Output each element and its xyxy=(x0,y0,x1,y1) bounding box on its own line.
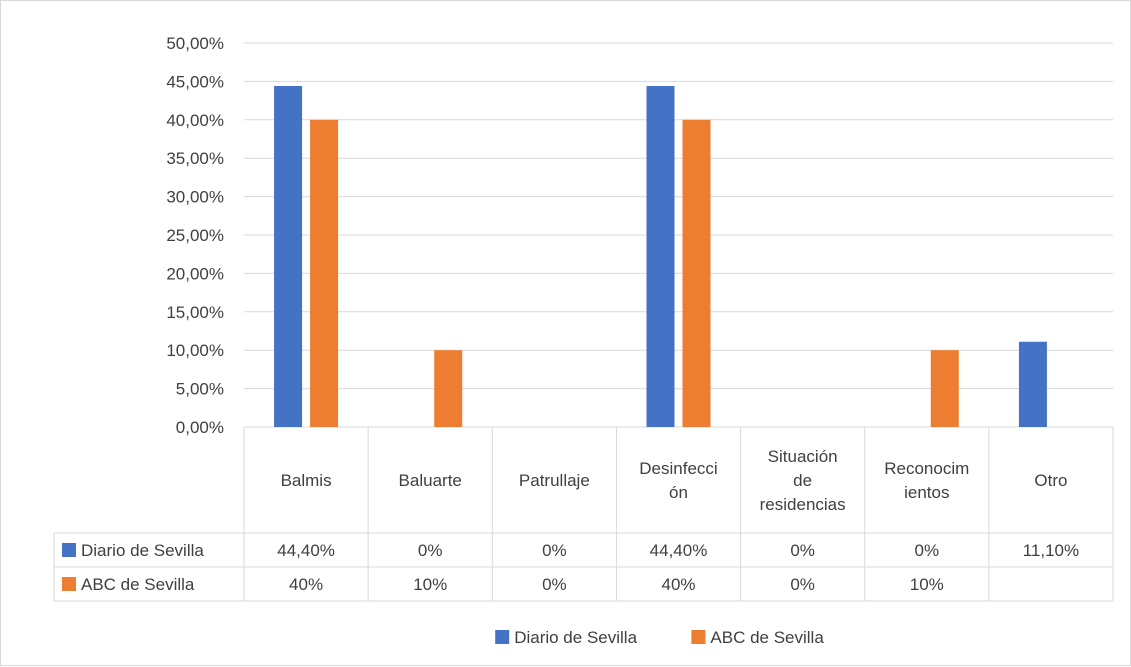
table-cell: 0% xyxy=(790,575,815,594)
table-cell: 0% xyxy=(542,575,567,594)
table-series-name: Diario de Sevilla xyxy=(81,541,204,560)
table-cell: 10% xyxy=(910,575,944,594)
x-category-label: Otro xyxy=(1034,471,1067,490)
bar xyxy=(930,350,959,427)
bar xyxy=(682,119,711,428)
table-cell: 0% xyxy=(542,541,567,560)
bar xyxy=(434,350,463,427)
table-legend-key xyxy=(62,543,76,557)
y-tick-label: 0,00% xyxy=(176,418,224,437)
bar xyxy=(274,86,303,428)
table-cell: 11,10% xyxy=(1023,541,1079,560)
y-tick-label: 15,00% xyxy=(166,303,224,322)
x-category-label: Reconocim xyxy=(884,459,969,478)
table-legend-key xyxy=(62,577,76,591)
x-category-label: de xyxy=(793,471,812,490)
table-cell: 10% xyxy=(413,575,447,594)
table-cell: 0% xyxy=(418,541,443,560)
legend-label: Diario de Sevilla xyxy=(514,628,637,647)
legend-key xyxy=(495,630,510,644)
x-category-label: ón xyxy=(669,483,688,502)
x-category-label: Patrullaje xyxy=(519,471,590,490)
table-series-name: ABC de Sevilla xyxy=(81,575,195,594)
y-tick-label: 50,00% xyxy=(166,34,224,53)
x-category-label: Situación xyxy=(768,447,838,466)
y-tick-label: 30,00% xyxy=(166,188,224,207)
y-tick-label: 35,00% xyxy=(166,149,224,168)
x-category-label: ientos xyxy=(904,483,949,502)
y-tick-label: 10,00% xyxy=(166,341,224,360)
table-cell: 0% xyxy=(790,541,815,560)
table-cell: 44,40% xyxy=(650,541,708,560)
y-tick-label: 25,00% xyxy=(166,226,224,245)
legend-label: ABC de Sevilla xyxy=(710,628,824,647)
table-cell: 40% xyxy=(289,575,323,594)
table-cell: 40% xyxy=(661,575,695,594)
y-tick-label: 45,00% xyxy=(166,72,224,91)
x-category-label: residencias xyxy=(760,495,846,514)
bar xyxy=(310,119,339,428)
table-cell: 0% xyxy=(914,541,939,560)
table-cell: 44,40% xyxy=(277,541,335,560)
x-category-label: Balmis xyxy=(281,471,332,490)
y-tick-label: 40,00% xyxy=(166,111,224,130)
bar xyxy=(1018,341,1047,427)
y-tick-label: 5,00% xyxy=(176,380,224,399)
x-category-label: Desinfecci xyxy=(639,459,717,478)
bar xyxy=(646,86,675,428)
x-category-label: Baluarte xyxy=(399,471,462,490)
legend-key xyxy=(691,630,706,644)
y-tick-label: 20,00% xyxy=(166,264,224,283)
